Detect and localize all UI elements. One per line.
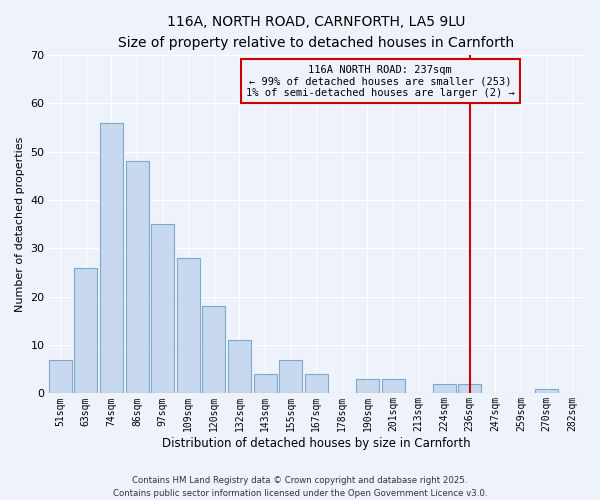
Bar xyxy=(433,384,456,394)
Bar xyxy=(49,360,72,394)
Bar xyxy=(305,374,328,394)
Bar xyxy=(254,374,277,394)
Title: 116A, NORTH ROAD, CARNFORTH, LA5 9LU
Size of property relative to detached house: 116A, NORTH ROAD, CARNFORTH, LA5 9LU Siz… xyxy=(118,15,514,50)
Bar xyxy=(125,162,149,394)
Bar xyxy=(228,340,251,394)
Bar xyxy=(151,224,174,394)
X-axis label: Distribution of detached houses by size in Carnforth: Distribution of detached houses by size … xyxy=(162,437,470,450)
Bar xyxy=(177,258,200,394)
Y-axis label: Number of detached properties: Number of detached properties xyxy=(15,136,25,312)
Bar xyxy=(74,268,97,394)
Bar xyxy=(382,379,404,394)
Text: 116A NORTH ROAD: 237sqm
← 99% of detached houses are smaller (253)
1% of semi-de: 116A NORTH ROAD: 237sqm ← 99% of detache… xyxy=(246,64,515,98)
Bar xyxy=(356,379,379,394)
Bar xyxy=(535,388,558,394)
Bar xyxy=(202,306,226,394)
Bar xyxy=(100,122,123,394)
Bar xyxy=(458,384,481,394)
Text: Contains HM Land Registry data © Crown copyright and database right 2025.
Contai: Contains HM Land Registry data © Crown c… xyxy=(113,476,487,498)
Bar xyxy=(279,360,302,394)
